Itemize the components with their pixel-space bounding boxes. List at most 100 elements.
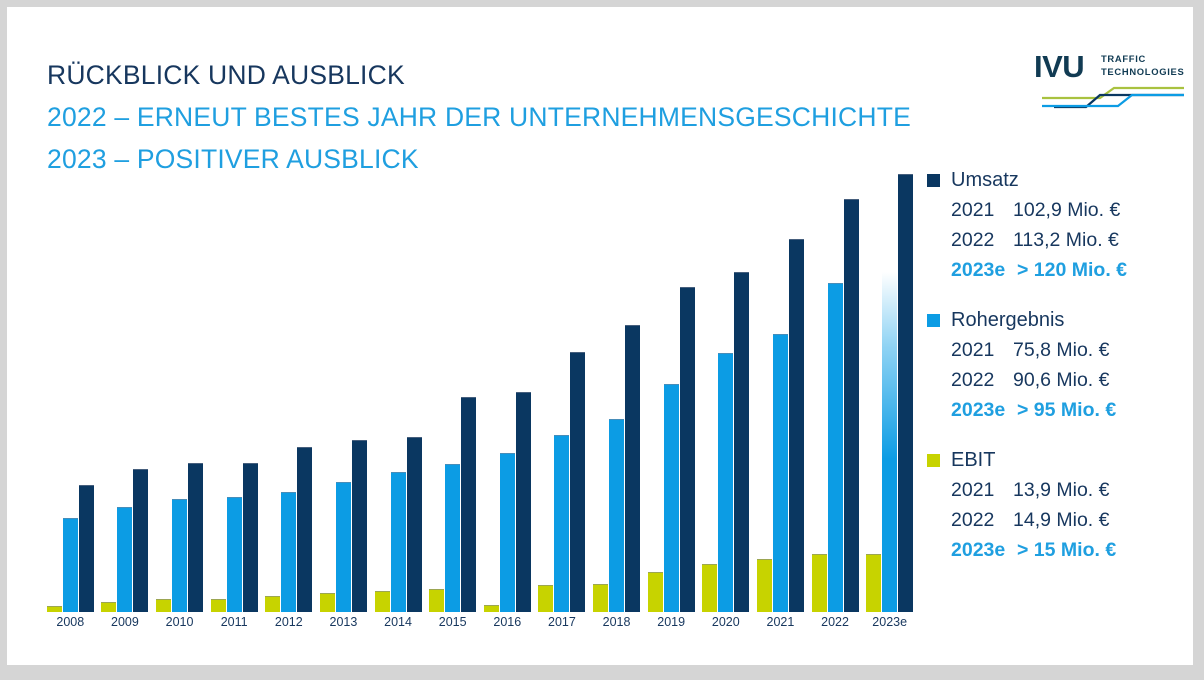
logo-wordmark: IVU: [1034, 49, 1085, 84]
chart-bar-umsatz-2018: [625, 325, 641, 612]
chart-bar-rohergebnis-2016: [499, 453, 515, 612]
chart-bar-rohergebnis-2008: [62, 518, 78, 612]
chart-x-label-2012: 2012: [274, 615, 303, 629]
legend-row-value: 102,9 Mio. €: [1013, 199, 1121, 221]
legend-row: 2023e > 15 Mio. €: [951, 535, 1187, 565]
logo-tagline-line-2: TECHNOLOGIES: [1101, 65, 1185, 77]
chart-bar-group: [593, 157, 641, 612]
chart-bar-ebit-2021: [756, 559, 772, 612]
chart-bar-rohergebnis-2009: [117, 507, 133, 612]
legend-title-ebit: EBIT: [951, 449, 996, 471]
chart-bar-ebit-2018: [593, 584, 609, 612]
title-line-2: 2022 – ERNEUT BESTES JAHR DER UNTERNEHME…: [47, 102, 911, 132]
legend-swatch-ebit-icon: [927, 453, 940, 467]
legend-row: 2021 102,9 Mio. €: [951, 195, 1187, 225]
legend-row-value: > 15 Mio. €: [1017, 539, 1117, 561]
chart-bar-rohergebnis-2023e: [882, 272, 898, 612]
chart-bar-umsatz-2022: [843, 199, 859, 612]
chart-bar-ebit-2008: [46, 606, 62, 612]
chart-bar-ebit-2014: [374, 591, 390, 612]
legend-block-ebit: EBIT 2021 13,9 Mio. € 2022 14,9 Mio. € 2023e >…: [927, 447, 1187, 565]
legend-row-value: > 120 Mio. €: [1017, 259, 1128, 281]
legend-row-value: 75,8 Mio. €: [1013, 339, 1110, 361]
chart-x-label-2016: 2016: [493, 615, 522, 629]
chart-bar-umsatz-2020: [734, 272, 750, 612]
legend-row: 2023e > 95 Mio. €: [951, 395, 1187, 425]
title-line-3: 2023 – POSITIVER AUSBLICK: [47, 144, 419, 174]
chart-x-label-2011: 2011: [220, 615, 248, 629]
chart-bar-ebit-2023e: [866, 553, 882, 612]
chart-x-label-2015: 2015: [438, 615, 467, 629]
chart-bar-ebit-2012: [265, 595, 281, 612]
chart-bar-group: [811, 157, 859, 612]
legend-row-value: > 95 Mio. €: [1017, 399, 1117, 421]
chart-bar-rohergebnis-2015: [445, 463, 461, 612]
chart-bar-group: [265, 157, 313, 612]
chart-bar-ebit-2011: [210, 599, 226, 612]
chart-bar-rohergebnis-2014: [390, 472, 406, 612]
chart-bar-umsatz-2009: [133, 468, 149, 612]
chart-bar-ebit-2010: [156, 599, 172, 612]
chart-bar-umsatz-2023e: [898, 174, 914, 612]
chart-x-label-2019: 2019: [657, 615, 686, 629]
chart-bar-group: [156, 157, 204, 612]
chart-bar-rohergebnis-2010: [172, 498, 188, 612]
legend-block-rohergebnis: Rohergebnis 2021 75,8 Mio. € 2022 90,6 Mio. …: [927, 307, 1187, 425]
chart-bar-ebit-2020: [702, 564, 718, 612]
legend-row-year: 2022: [951, 229, 995, 251]
chart-bar-group: [429, 157, 477, 612]
legend-header-umsatz[interactable]: Umsatz: [927, 167, 1187, 193]
legend-row-value: 13,9 Mio. €: [1013, 479, 1110, 501]
legend-row-year: 2023e: [951, 539, 1006, 561]
legend-row-year: 2023e: [951, 259, 1006, 281]
legend-row-value: 14,9 Mio. €: [1013, 509, 1110, 531]
chart-bar-umsatz-2019: [679, 286, 695, 612]
chart-bar-umsatz-2012: [297, 447, 313, 612]
chart-x-label-2014: 2014: [384, 615, 412, 629]
chart-bar-group: [46, 157, 94, 612]
legend-row-year: 2021: [951, 339, 995, 361]
chart-bar-group: [374, 157, 422, 612]
legend-row-value: 113,2 Mio. €: [1013, 229, 1119, 251]
logo-tagline-line-1: TRAFFIC: [1101, 53, 1146, 64]
chart-bar-rohergebnis-2020: [718, 353, 734, 612]
chart-bar-group: [210, 157, 258, 612]
legend-swatch-umsatz-icon: [927, 173, 940, 187]
chart-x-label-2021: 2021: [766, 615, 795, 629]
chart-x-label-2022: 2022: [821, 615, 849, 629]
chart-x-label-2017: 2017: [548, 615, 576, 629]
chart-bar-umsatz-2008: [78, 484, 94, 612]
chart-bar-umsatz-2017: [570, 351, 586, 612]
chart-bar-umsatz-2015: [461, 397, 477, 612]
chart-bar-umsatz-2016: [515, 391, 531, 612]
chart-bar-umsatz-2011: [242, 462, 258, 612]
chart-bar-group: [647, 157, 695, 612]
chart-bar-rohergebnis-2017: [554, 434, 570, 612]
legend-header-ebit[interactable]: EBIT: [927, 447, 1187, 473]
chart-x-label-2008: 2008: [56, 615, 85, 629]
slide-canvas: RÜCKBLICK UND AUSBLICK 2022 – ERNEUT BES…: [7, 7, 1193, 665]
chart-bar-rohergebnis-2012: [281, 492, 297, 612]
chart-bar-ebit-2016: [483, 605, 499, 612]
chart-bar-ebit-2017: [538, 585, 554, 612]
chart-x-label-2009: 2009: [111, 615, 139, 629]
chart-bar-rohergebnis-2011: [226, 497, 242, 612]
legend-rows-ebit: 2021 13,9 Mio. € 2022 14,9 Mio. € 2023e > 15 …: [927, 475, 1187, 565]
legend-block-umsatz: Umsatz 2021 102,9 Mio. €2022 113,2 Mio. €20…: [927, 167, 1187, 285]
chart-bar-rohergebnis-2022: [827, 283, 843, 612]
legend-rows-umsatz: 2021 102,9 Mio. € 2022 113,2 Mio. € 2023e > 1…: [927, 195, 1187, 285]
legend-row: 2022 90,6 Mio. €: [951, 365, 1187, 395]
chart-bar-group: [319, 157, 367, 612]
legend-row-year: 2021: [951, 199, 995, 221]
chart-bar-rohergebnis-2013: [335, 482, 351, 612]
legend-row: 2023e > 120 Mio. €: [951, 255, 1187, 285]
chart-x-label-2023e: 2023e: [872, 615, 908, 629]
legend-row-year: 2022: [951, 369, 995, 391]
legend-header-rohergebnis[interactable]: Rohergebnis: [927, 307, 1187, 333]
chart-bar-group: [756, 157, 804, 612]
chart-bar-umsatz-2021: [788, 238, 804, 612]
chart-bar-ebit-2013: [319, 593, 335, 612]
chart-bar-group: [866, 157, 914, 612]
legend-row-value: 90,6 Mio. €: [1013, 369, 1110, 391]
page-title: RÜCKBLICK UND AUSBLICK 2022 – ERNEUT BES…: [47, 54, 947, 180]
